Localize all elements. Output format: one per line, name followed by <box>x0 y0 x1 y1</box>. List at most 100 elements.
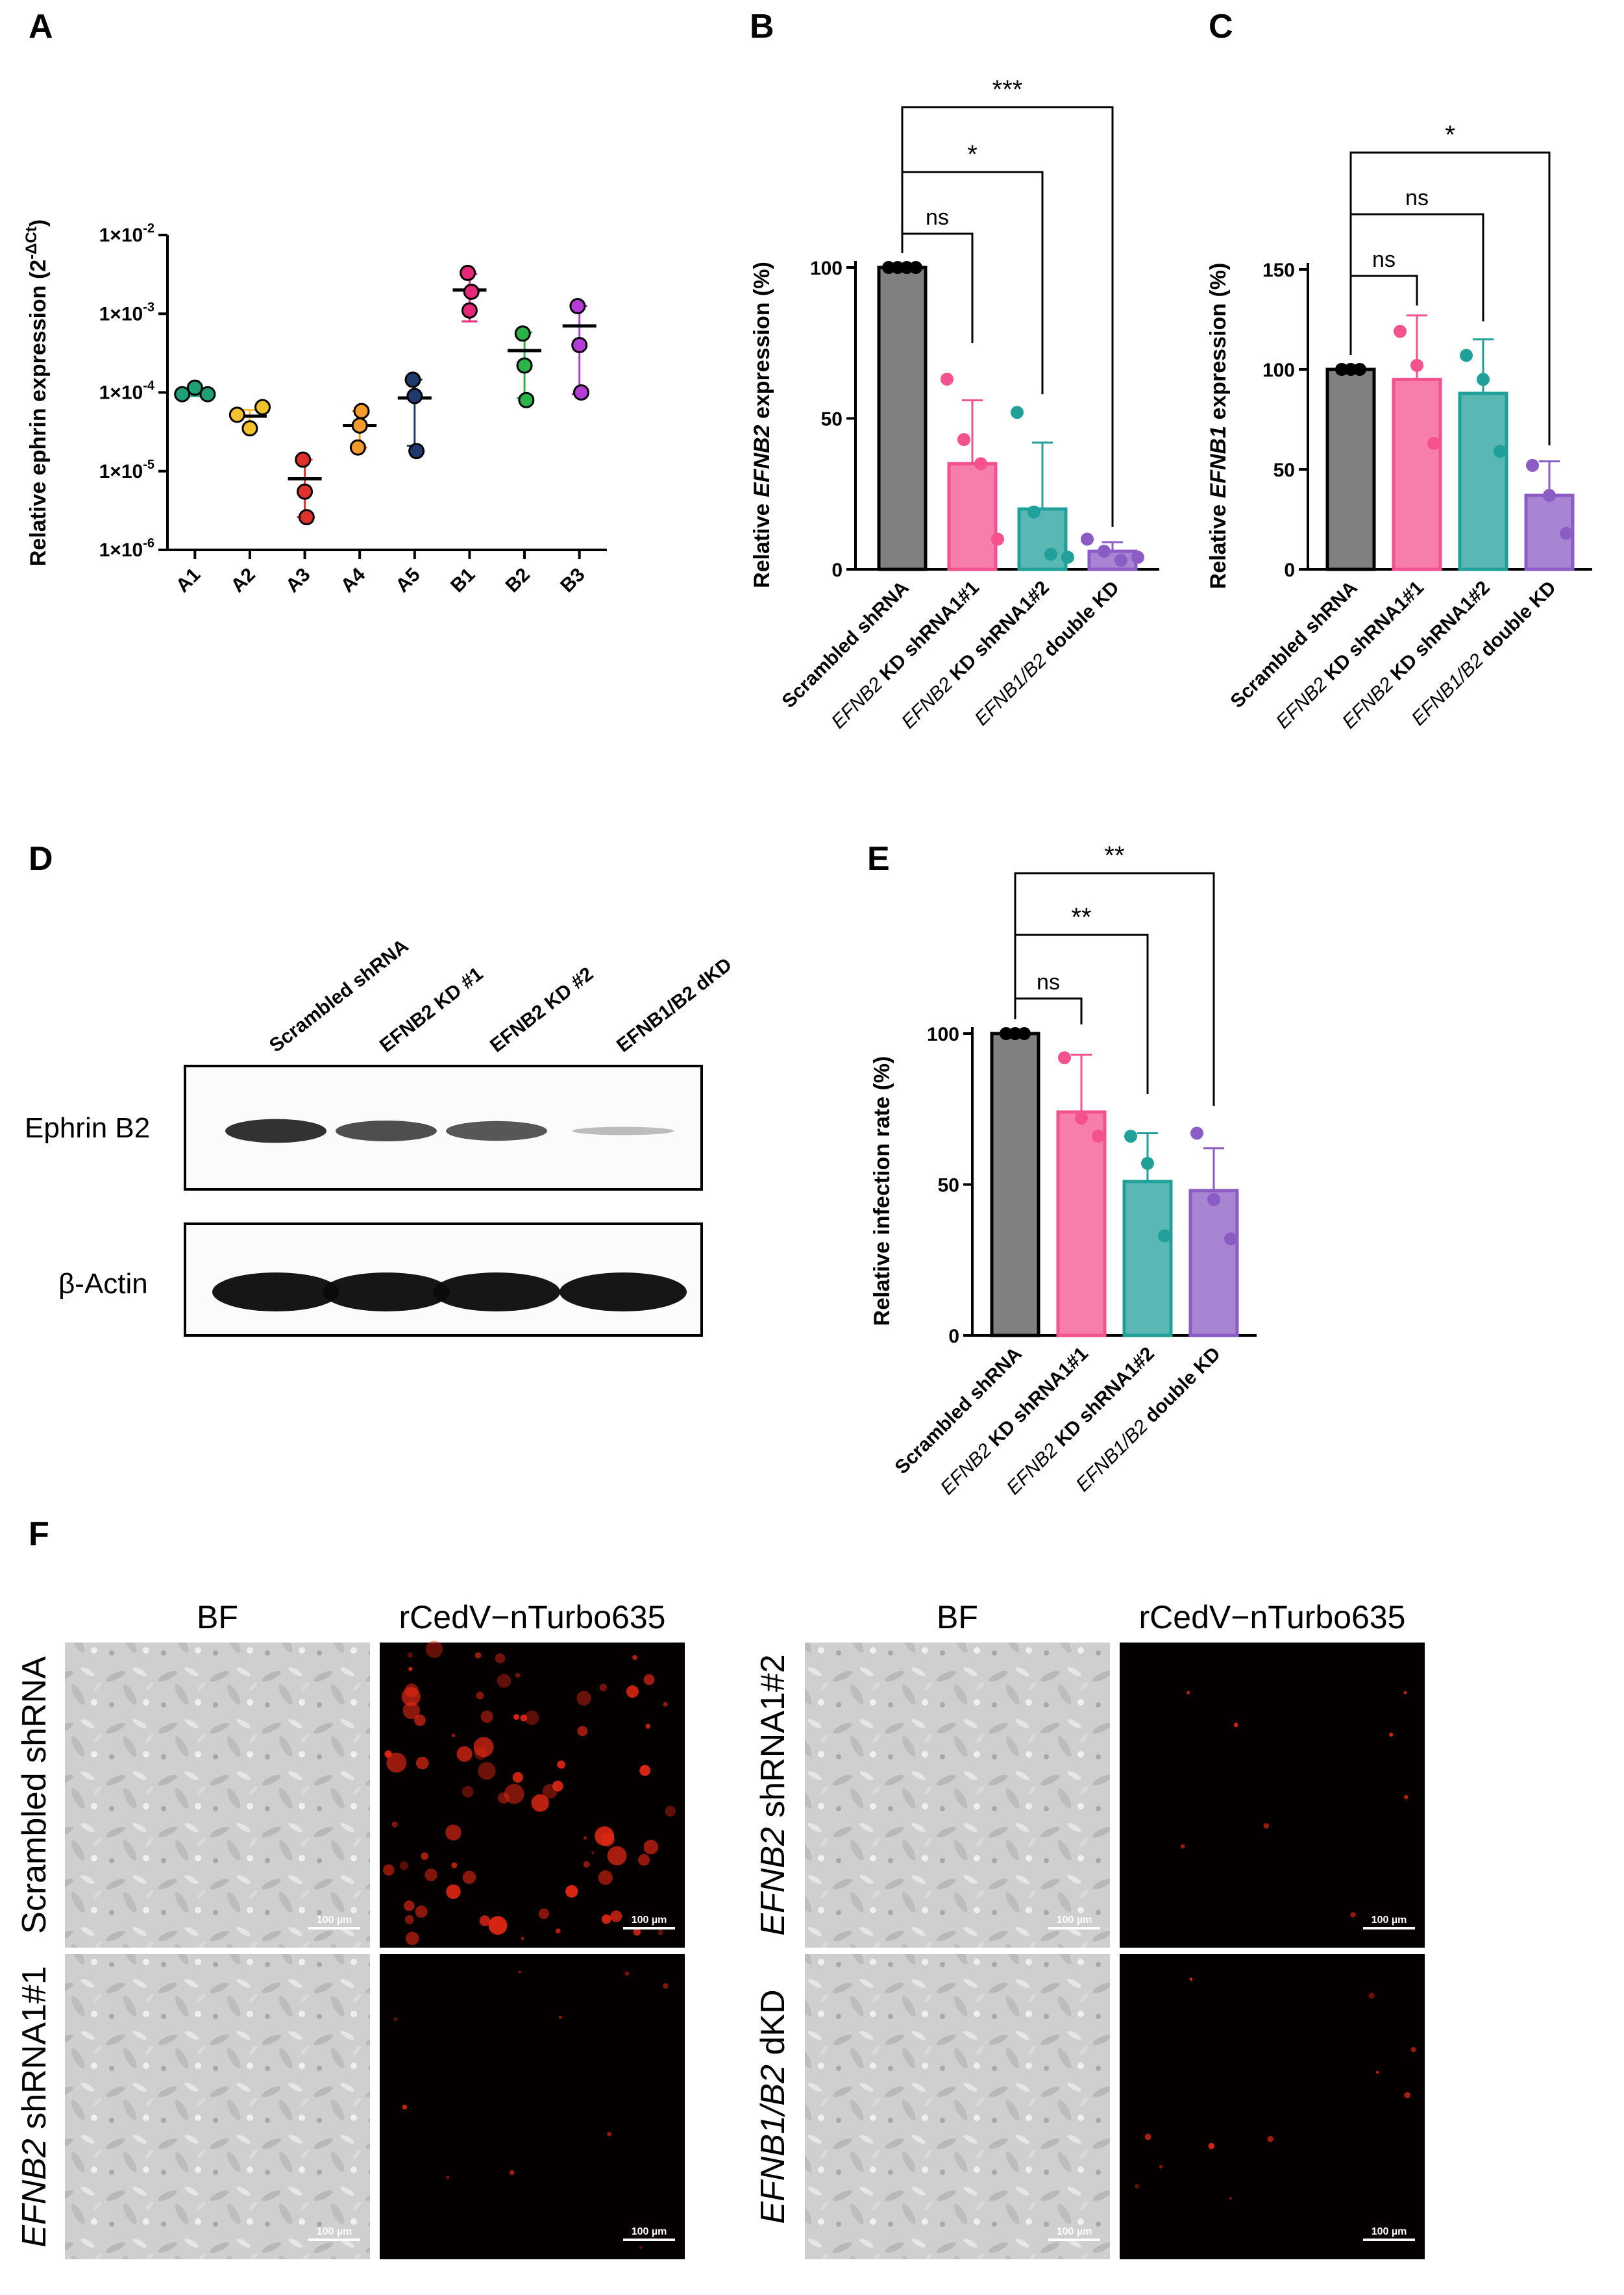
fluorescence-spot <box>633 1928 641 1936</box>
data-point <box>891 261 904 274</box>
fluorescence-spot <box>645 1724 651 1729</box>
fluorescence-spot <box>521 1936 524 1941</box>
column-title-fluor: rCedV−nTurbo635 <box>399 1599 666 1635</box>
data-point-a <box>571 337 588 354</box>
row-label: EFNB2 shRNA1#2 <box>754 1654 792 1936</box>
scale-bar-label: 100 µm <box>317 2226 352 2237</box>
fluorescence-spot <box>639 2246 643 2249</box>
fluorescence-spot <box>415 1905 428 1918</box>
data-point-a <box>518 391 535 408</box>
significance-label: ** <box>1071 903 1091 932</box>
data-point <box>1081 532 1094 546</box>
scale-bar-label: 100 µm <box>1372 1915 1407 1926</box>
significance-label: *** <box>992 75 1023 104</box>
data-point-a <box>199 386 216 403</box>
y-tick-label: 100 <box>1262 360 1295 381</box>
data-point <box>1526 458 1539 472</box>
fluorescence-spot <box>1375 2070 1379 2074</box>
significance-label: ns <box>1372 247 1396 272</box>
fluorescence-image <box>1120 1954 1425 2259</box>
data-point-a <box>460 264 476 281</box>
tick-exp: -6 <box>143 536 154 551</box>
fluorescence-spot <box>638 1854 650 1866</box>
significance-bracket <box>1349 151 1551 446</box>
blot-lane-label: EFNB2 KD #2 <box>486 963 597 1056</box>
significance-bracket <box>901 106 1114 527</box>
fluorescence-spot <box>462 1870 476 1884</box>
data-point <box>1131 551 1144 564</box>
y-tick-label-a: 1×10-6 <box>99 536 154 561</box>
fluorescence-spot <box>445 1824 461 1841</box>
brightfield-image <box>65 1954 370 2259</box>
fluorescence-spot <box>565 1885 578 1898</box>
y-tick-label: 0 <box>831 560 843 581</box>
blot-band-ephrin <box>572 1126 674 1135</box>
fluorescence-spot <box>643 1674 655 1685</box>
data-point <box>1335 363 1348 376</box>
fluorescence-spot <box>1144 2133 1151 2140</box>
microscopy-panel: BF rCedV−nTurbo635 100 µm 100 µm Scrambled s… <box>16 1599 1425 2259</box>
ylabel-post: expression (%) <box>750 262 774 425</box>
bar <box>990 1032 1040 1337</box>
tick-base: 1×10 <box>99 461 143 482</box>
bar <box>1188 1189 1239 1337</box>
fluorescence-spot <box>461 1785 474 1798</box>
data-point <box>1000 1027 1013 1040</box>
significance-bracket <box>1014 872 1215 1106</box>
column-title-bf: BF <box>197 1599 238 1635</box>
y-tick-label: 100 <box>927 1024 959 1045</box>
blot-row-label-ephrin: Ephrin B2 <box>25 1112 150 1144</box>
fluorescence-spot <box>658 1929 664 1935</box>
bar <box>1458 391 1508 571</box>
x-category-label: Scrambled shRNA <box>1227 577 1362 712</box>
fluorescence-spot <box>383 1864 395 1876</box>
bar <box>877 266 928 571</box>
data-point-a <box>514 325 531 342</box>
fluorescence-spot <box>402 1702 420 1719</box>
ylabel-pre: Relative infection rate (%) <box>870 1056 894 1326</box>
tick-base: 1×10 <box>99 225 143 246</box>
fluorescence-spot <box>1267 2135 1274 2142</box>
x-tick-label-a: A5 <box>391 564 424 597</box>
bar <box>1087 549 1138 571</box>
x-tick-label-a: A4 <box>337 564 370 597</box>
fluorescence-spot <box>663 1983 669 1989</box>
fluorescence-spot <box>1403 1691 1407 1694</box>
data-point <box>1044 547 1057 561</box>
ylabel-end: ) <box>26 219 51 227</box>
fluorescence-spot <box>607 2131 612 2137</box>
x-category-label-italic: EFNB2 <box>1338 673 1398 733</box>
row-label-italic: EFNB2 <box>16 2139 53 2248</box>
data-point <box>1011 406 1024 419</box>
fluorescence-spot <box>607 1846 627 1866</box>
blot-band-actin <box>212 1272 339 1311</box>
fluorescence-spot <box>479 1915 491 1926</box>
fluorescence-spot <box>583 1836 587 1840</box>
fluorescence-spot <box>451 1862 458 1868</box>
panel-letter-c: C <box>1209 8 1233 45</box>
panel-letter-d: D <box>29 840 53 878</box>
row-label: Scrambled shRNA <box>16 1656 53 1934</box>
bar <box>1392 377 1442 571</box>
fluorescence-spot <box>599 1683 608 1692</box>
fluorescence-spot <box>393 2016 398 2022</box>
ylabel-sup: -ΔCt <box>23 227 40 260</box>
y-tick-label: 0 <box>1284 560 1295 581</box>
data-point <box>1477 373 1490 386</box>
fluorescence-spot <box>1263 1823 1270 1829</box>
fluorescence-spot <box>665 1805 676 1817</box>
y-tick-label: 50 <box>1273 460 1295 481</box>
data-point <box>991 532 1004 546</box>
fluorescence-spot <box>473 1737 494 1757</box>
ylabel-pre: Relative <box>750 497 774 588</box>
scale-bar-label: 100 µm <box>632 2226 667 2237</box>
fluorescence-spot <box>512 1772 523 1783</box>
fluorescence-spot <box>421 1852 429 1860</box>
fluorescence-spot <box>386 1752 407 1773</box>
data-point <box>1410 358 1423 372</box>
fluorescence-spot <box>1404 2092 1410 2099</box>
significance-bracket <box>1014 997 1083 1025</box>
fluorescence-spot <box>591 1851 595 1855</box>
fluorescence-spot <box>425 1641 443 1658</box>
